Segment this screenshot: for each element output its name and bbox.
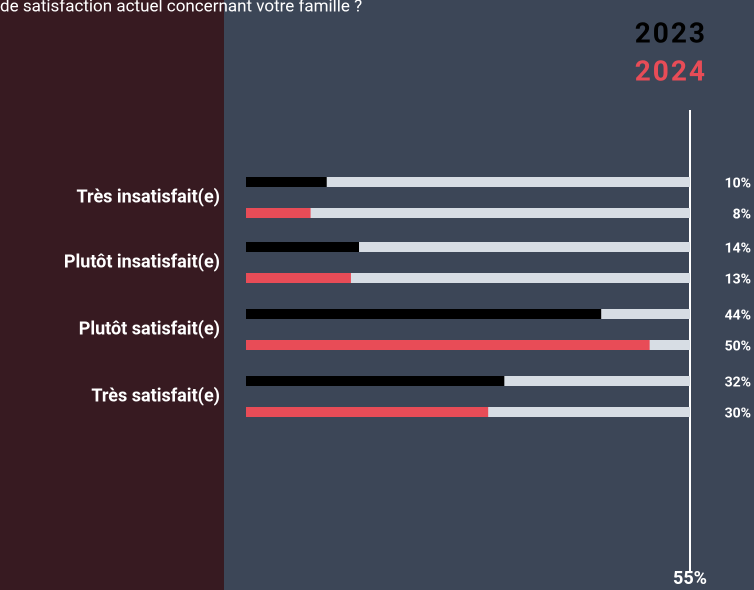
bar-track [246,177,690,187]
value-label: 8% [733,207,751,223]
value-label: 10% [725,176,751,192]
chart-title: de satisfaction actuel concernant votre … [0,0,362,16]
bar [246,407,489,417]
bar-track [246,273,690,283]
value-label: 32% [725,375,751,391]
bar-track [246,208,690,218]
bar [246,309,602,319]
bar [246,376,505,386]
right-panel [224,0,754,590]
x-tick-label: 55% [673,568,707,589]
value-label: 30% [725,406,751,422]
value-label: 50% [725,339,751,355]
bar [246,273,351,283]
bar-track [246,242,690,252]
left-panel [0,0,224,590]
category-label: Plutôt satisfait(e) [79,318,220,339]
bar [246,242,360,252]
category-label: Très insatisfait(e) [76,186,220,207]
bar [246,340,650,350]
bar [246,208,311,218]
category-label: Très satisfait(e) [91,385,220,406]
legend-label: 2024 [635,54,707,87]
legend-label: 2023 [635,16,707,49]
value-label: 13% [725,272,751,288]
value-label: 14% [725,241,751,257]
value-label: 44% [725,308,751,324]
bar [246,177,327,187]
category-label: Plutôt insatisfait(e) [64,251,220,272]
